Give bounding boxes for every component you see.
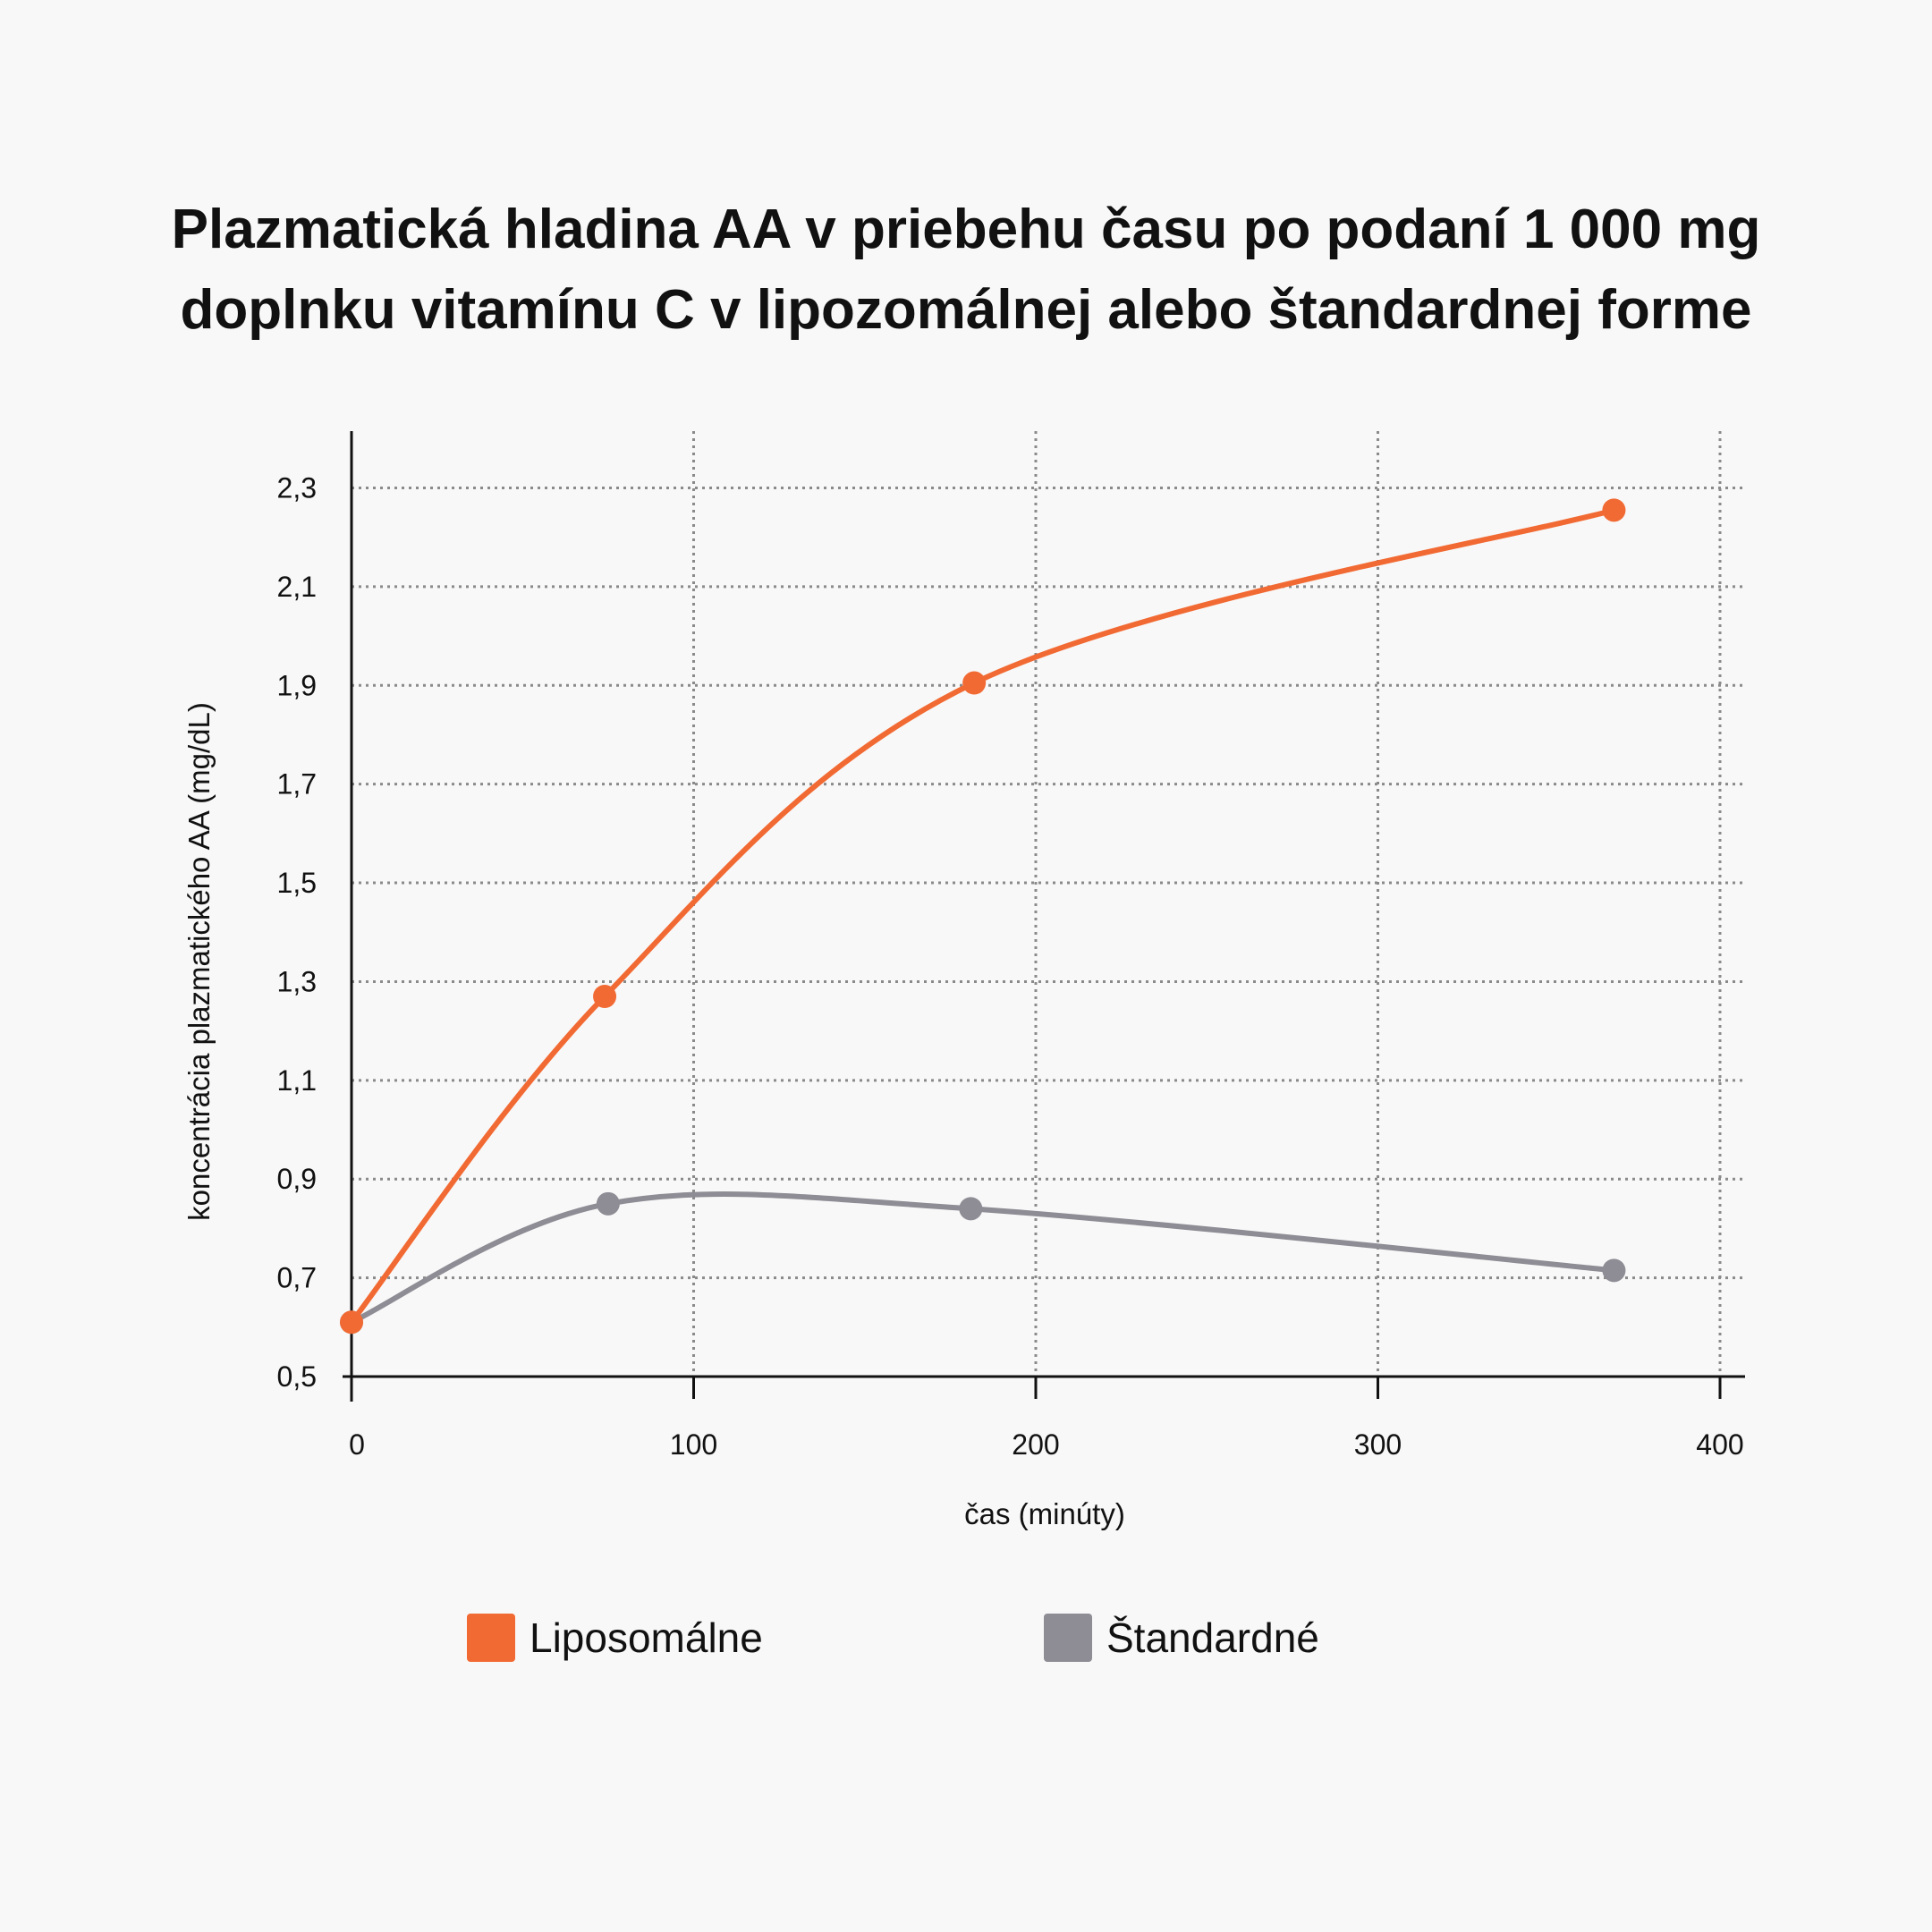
data-point-liposomal (340, 1310, 363, 1335)
y-tick-label: 1,3 (277, 965, 317, 997)
y-tick-label: 1,1 (277, 1064, 317, 1097)
y-axis-label: koncentrácia plazmatického AA (mg/dL) (182, 702, 216, 1221)
data-point-standard (596, 1191, 620, 1216)
legend-swatch-standard (1044, 1614, 1092, 1662)
legend-swatch-liposomal (467, 1614, 515, 1662)
series-line-liposomal (349, 507, 1615, 1325)
y-tick-label: 1,5 (277, 867, 317, 899)
chart-title-line-2: doplnku vitamínu C v lipozomálnej alebo … (180, 279, 1752, 341)
legend-label-standard: Štandardné (1106, 1614, 1319, 1661)
y-tick-label: 1,9 (277, 669, 317, 701)
chart-title: Plazmatická hladina AA v priebehu času p… (0, 190, 1932, 351)
y-tick-label: 0,9 (277, 1163, 317, 1195)
y-tick-label: 1,7 (277, 768, 317, 801)
y-tick-label: 2,1 (277, 571, 317, 603)
data-point-standard (959, 1197, 983, 1221)
x-tick-label: 300 (1354, 1428, 1402, 1461)
legend-item-liposomal: Liposomálne (467, 1614, 763, 1662)
data-point-liposomal (1602, 498, 1626, 522)
x-tick-label: 0 (349, 1428, 365, 1461)
data-point-standard (1602, 1258, 1626, 1283)
x-tick-label: 400 (1696, 1428, 1743, 1461)
x-tick-label: 200 (1012, 1428, 1059, 1461)
x-tick-label: 100 (670, 1428, 717, 1461)
x-axis-label: čas (minúty) (964, 1497, 1125, 1530)
legend-item-standard: Štandardné (1044, 1614, 1319, 1662)
series-line-standard (350, 1191, 1614, 1326)
y-tick-label: 0,5 (277, 1360, 317, 1393)
data-point-liposomal (962, 671, 987, 695)
y-tick-label: 2,3 (277, 472, 317, 504)
legend-label-liposomal: Liposomálne (530, 1614, 763, 1661)
y-tick-label: 0,7 (277, 1262, 317, 1294)
chart-title-line-1: Plazmatická hladina AA v priebehu času p… (171, 199, 1761, 260)
data-point-liposomal (593, 985, 617, 1009)
